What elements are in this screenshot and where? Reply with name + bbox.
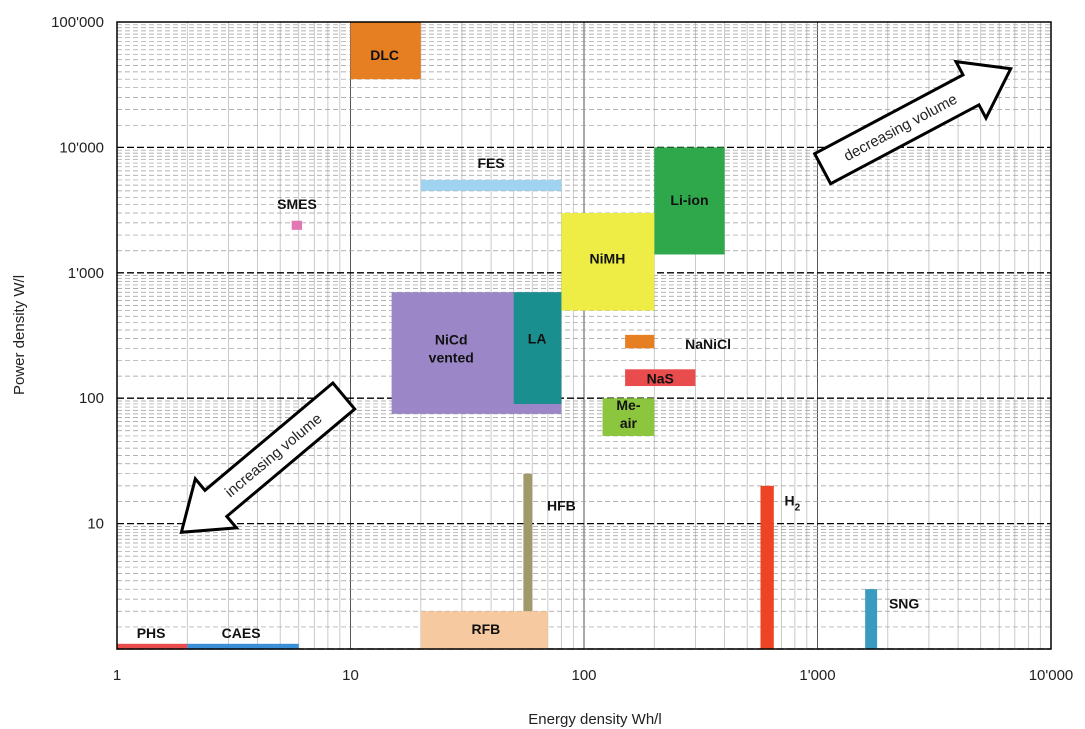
y-tick-label: 10'000 (59, 139, 104, 156)
label-me-air: Me-air (616, 397, 640, 431)
y-axis-title: Power density W/l (11, 275, 28, 395)
tick-labels: 1 10 100 1'000 10'000 10 100 1'000 10'000 100'000 (51, 14, 1073, 684)
region-h (760, 485, 774, 649)
region-sng (865, 589, 878, 649)
label-caes: CAES (222, 625, 261, 641)
decreasing-volume-arrow: decreasing volume (812, 59, 1013, 186)
label-nicd-vented: NiCd vented (429, 331, 474, 365)
label-h: H2 (784, 492, 800, 513)
decreasing-volume-label: decreasing volume (841, 91, 960, 165)
region-hfb (523, 473, 533, 649)
region-rfb (420, 611, 548, 649)
plot-frame (116, 21, 1052, 650)
label-nimh: NiMH (590, 251, 626, 267)
region-nas (625, 369, 696, 387)
region-fes (420, 179, 562, 191)
label-nas: NaS (647, 371, 674, 387)
label-li-ion: Li-ion (670, 192, 708, 208)
region-caes (187, 643, 299, 649)
region-la (513, 292, 562, 404)
label-phs: PHS (137, 625, 166, 641)
x-tick-label: 10 (342, 667, 359, 684)
x-tick-label: 100 (571, 667, 596, 684)
label-nanicl: NaNiCl (685, 336, 731, 352)
increasing-volume-arrow-shape (179, 380, 357, 534)
region-dlc (350, 22, 421, 80)
y-tick-label: 1'000 (68, 265, 104, 282)
label-rfb: RFB (471, 621, 500, 637)
label-la: LA (528, 330, 547, 346)
decreasing-volume-arrow-shape (812, 59, 1013, 186)
x-axis-title: Energy density Wh/l (528, 711, 661, 728)
x-tick-label: 1 (113, 667, 121, 684)
y-tick-label: 10 (87, 516, 104, 533)
label-dlc: DLC (370, 47, 399, 63)
x-tick-label: 1'000 (799, 667, 835, 684)
region-nimh (561, 212, 655, 311)
x-tick-label: 10'000 (1029, 667, 1074, 684)
region-me-air (602, 398, 655, 436)
label-hfb: HFB (547, 497, 576, 513)
y-tick-label: 100 (79, 390, 104, 407)
y-tick-label: 100'000 (51, 14, 104, 31)
label-smes: SMES (277, 196, 317, 212)
label-sng: SNG (889, 596, 919, 612)
region-phs (117, 643, 188, 649)
region-smes (291, 220, 303, 230)
region-nanicl (625, 334, 655, 349)
label-fes: FES (477, 155, 504, 171)
region-li-ion (654, 147, 725, 255)
technology-labels: DLC FES SMES Li-ion NiMH NiCd vented LA NaNiCl Na… (137, 47, 920, 641)
technology-regions (117, 22, 878, 649)
